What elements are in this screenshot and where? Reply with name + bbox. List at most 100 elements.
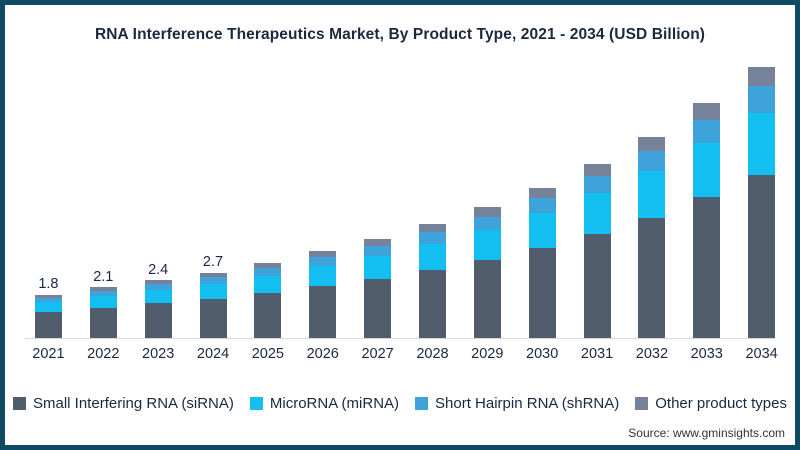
bar-segment-series-0: [638, 217, 666, 338]
bar-slot-2032: [624, 60, 679, 338]
stacked-bar-2023: [144, 280, 172, 338]
bar-segment-series-0: [309, 285, 337, 338]
value-label-2024: 2.7: [202, 254, 224, 271]
x-tick-label-2030: 2030: [526, 346, 559, 362]
bar-segment-series-3: [583, 163, 611, 176]
bar-slot-2028: [405, 60, 460, 338]
bar-segment-series-0: [418, 269, 446, 338]
bar-segment-series-1: [528, 213, 556, 248]
bar-segment-series-3: [144, 280, 172, 285]
bar-segment-series-1: [364, 255, 392, 279]
bar-segment-series-1: [583, 193, 611, 234]
x-tick-label-2021: 2021: [32, 346, 65, 362]
bar-segment-series-3: [473, 207, 501, 217]
x-tick-label-2031: 2031: [580, 346, 614, 362]
bar-slot-2030: [515, 60, 570, 338]
x-tick-label-2023: 2023: [142, 346, 175, 362]
bar-segment-series-2: [89, 290, 117, 296]
bar-segment-series-0: [144, 303, 172, 338]
legend-label: MicroRNA (miRNA): [269, 395, 400, 412]
bar-segment-series-0: [693, 197, 721, 338]
bar-slot-2033: [679, 60, 734, 338]
stacked-bar-2021: [34, 294, 62, 338]
bar-slot-2022: 2.1: [76, 60, 131, 338]
bar-segment-series-3: [89, 287, 117, 291]
x-tick-label-2032: 2032: [635, 346, 669, 362]
bar-segment-series-2: [144, 284, 172, 290]
bar-segment-series-0: [528, 248, 556, 338]
bar-segment-series-0: [583, 233, 611, 338]
value-label-2022: 2.1: [93, 268, 114, 285]
bar-segment-series-3: [418, 224, 446, 233]
bar-segment-series-0: [748, 175, 776, 338]
stacked-bar-2025: [254, 263, 282, 338]
bar-segment-series-2: [34, 297, 62, 303]
bar-segment-series-3: [254, 263, 282, 269]
bar-segment-series-1: [473, 229, 501, 260]
x-tick-label-2026: 2026: [306, 346, 339, 362]
bar-segment-series-2: [473, 216, 501, 230]
bar-segment-series-3: [693, 103, 721, 120]
stacked-bar-2030: [528, 188, 556, 338]
x-tick-label-2033: 2033: [690, 346, 723, 362]
bar-segment-series-2: [418, 232, 446, 244]
bar-slot-2031: [570, 60, 625, 338]
bar-segment-series-2: [364, 245, 392, 256]
bar-segment-series-3: [199, 272, 227, 278]
bar-segment-series-3: [528, 188, 556, 199]
x-tick-label-2027: 2027: [361, 346, 394, 362]
bar-slot-2021: 1.8: [21, 60, 76, 338]
stacked-bar-2033: [693, 103, 721, 338]
bar-slot-2024: 2.7: [186, 60, 241, 338]
bar-segment-series-0: [473, 259, 501, 338]
source-attribution: Source: www.gminsights.com: [628, 426, 785, 440]
stacked-bar-2022: [89, 287, 117, 338]
legend-label: Short Hairpin RNA (shRNA): [435, 395, 620, 412]
value-label-2023: 2.4: [148, 261, 169, 278]
bar-segment-series-0: [89, 307, 117, 338]
bar-segment-series-0: [199, 298, 227, 338]
legend-swatch-icon: [13, 397, 26, 410]
bar-segment-series-3: [309, 250, 337, 257]
legend-item-3: Other product types: [635, 395, 787, 412]
stacked-bar-2027: [364, 238, 392, 338]
legend: Small Interfering RNA (siRNA) MicroRNA (m…: [13, 395, 787, 412]
bar-slot-2023: 2.4: [131, 60, 186, 338]
stacked-bar-2031: [583, 163, 611, 338]
bar-segment-series-2: [748, 85, 776, 114]
chart-title: RNA Interference Therapeutics Market, By…: [94, 26, 706, 43]
legend-swatch-icon: [415, 397, 429, 410]
legend-label: Other product types: [655, 395, 787, 412]
bar-segment-series-1: [34, 302, 62, 312]
bar-segment-series-2: [309, 256, 337, 266]
stacked-bar-2029: [473, 207, 501, 338]
stacked-bar-2028: [418, 224, 446, 338]
stacked-bar-2026: [309, 250, 337, 338]
bar-segment-series-1: [418, 243, 446, 270]
bar-segment-series-1: [748, 113, 776, 176]
x-tick-label-2022: 2022: [87, 346, 120, 362]
legend-swatch-icon: [635, 397, 649, 410]
stacked-bar-2034: [748, 67, 776, 338]
x-axis-line: [25, 338, 775, 339]
bar-slot-2034: [734, 60, 789, 338]
bar-segment-series-1: [693, 143, 721, 198]
x-tick-label-2028: 2028: [416, 346, 449, 362]
bar-slot-2025: [240, 60, 295, 338]
bar-slot-2026: [295, 60, 350, 338]
x-tick-label-2024: 2024: [196, 346, 230, 362]
bar-segment-series-2: [638, 151, 666, 172]
bar-segment-series-1: [309, 265, 337, 286]
bar-segment-series-3: [748, 67, 776, 86]
bar-slot-2027: [350, 60, 405, 338]
bar-segment-series-0: [364, 278, 392, 338]
legend-item-1: MicroRNA (miRNA): [249, 395, 400, 412]
x-tick-label-2025: 2025: [251, 346, 284, 362]
x-tick-label-2029: 2029: [471, 346, 504, 362]
x-tick-label-2034: 2034: [745, 346, 778, 362]
bar-segment-series-2: [528, 198, 556, 214]
legend-item-2: Short Hairpin RNA (shRNA): [415, 395, 619, 412]
bar-segment-series-2: [583, 175, 611, 194]
bar-segment-series-3: [364, 238, 392, 246]
